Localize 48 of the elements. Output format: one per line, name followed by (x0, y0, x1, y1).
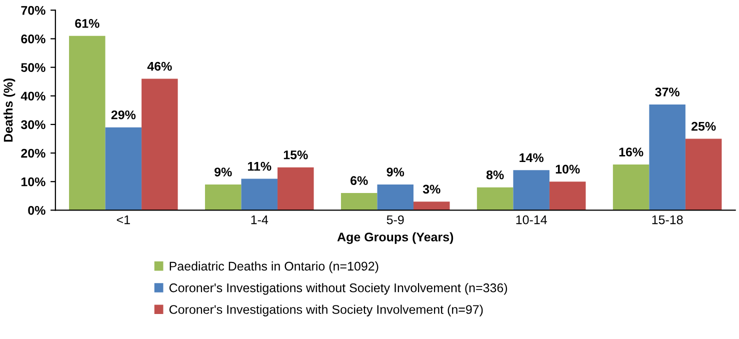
bar (377, 184, 414, 210)
bar (612, 164, 650, 210)
y-tick-label: 40% (20, 92, 46, 101)
y-tick-label: 0% (28, 206, 46, 215)
data-label: 29% (111, 110, 136, 120)
bar (513, 170, 550, 210)
bar (142, 78, 178, 210)
bar (105, 127, 142, 210)
legend-label: Coroner's Investigations without Society Involvement (n=336) (169, 283, 508, 295)
y-tick-label: 70% (21, 6, 46, 15)
bar (549, 182, 586, 210)
x-tick-label: 10-14 (516, 215, 547, 224)
y-axis-title: Deaths (%) (3, 78, 16, 142)
data-label: 8% (486, 170, 504, 180)
y-tick-label: 20% (21, 148, 46, 158)
legend-label: Coroner's Investigations with Society Involvement (n=97) (169, 304, 483, 316)
bar (278, 167, 314, 210)
bar (413, 202, 450, 210)
x-tick-label: <1 (116, 216, 130, 224)
data-label: 9% (214, 168, 232, 176)
data-label: 11% (248, 162, 272, 171)
bar (649, 104, 686, 210)
bar (340, 193, 378, 210)
legend-label: Paediatric Deaths in Ontario (n=1092) (170, 261, 378, 274)
data-label: 6% (350, 176, 368, 186)
data-label: 37% (655, 88, 680, 96)
x-tick-label: 1-4 (251, 216, 268, 224)
bar (685, 138, 722, 210)
x-tick-label: 15-18 (652, 215, 683, 224)
x-tick-label: 5-9 (386, 215, 404, 224)
y-tick-label: 50% (21, 63, 46, 72)
data-label: 25% (692, 122, 716, 131)
data-label: 3% (422, 184, 440, 194)
bar (476, 187, 514, 210)
data-label: 9% (386, 168, 404, 176)
data-label: 14% (520, 153, 544, 162)
bar (241, 178, 278, 210)
bar (205, 184, 242, 210)
bar (69, 36, 106, 210)
x-axis-title: Age Groups (Years) (337, 232, 454, 244)
y-tick-label: 30% (20, 120, 46, 130)
data-label: 10% (556, 164, 580, 174)
data-label: 46% (147, 62, 172, 71)
data-label: 15% (284, 150, 308, 160)
data-label: 16% (619, 148, 644, 156)
data-label: 61% (75, 19, 100, 28)
y-tick-label: 60% (21, 34, 46, 44)
y-tick-label: 10% (21, 177, 46, 186)
